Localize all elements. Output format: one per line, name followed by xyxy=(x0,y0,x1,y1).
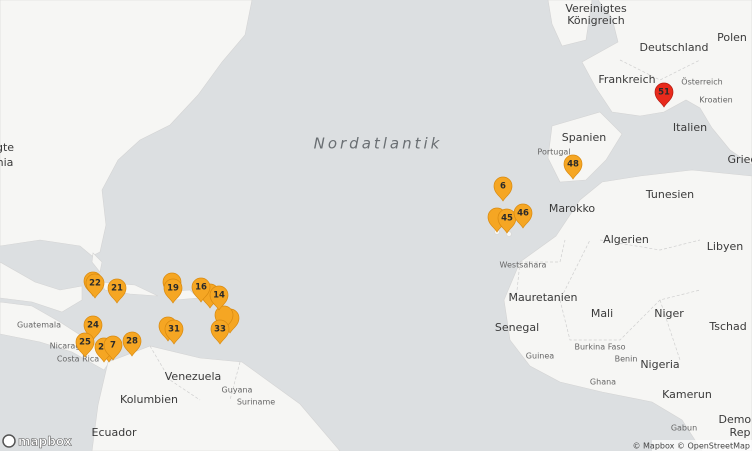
place-label: Ghana xyxy=(590,378,616,387)
place-label: Kamerun xyxy=(662,388,712,401)
attribution-bg xyxy=(652,440,752,451)
attribution: © Mapbox © OpenStreetMap xyxy=(632,442,750,451)
pin-label: 24 xyxy=(87,321,99,331)
pin-marker xyxy=(164,319,184,345)
pin-label: 33 xyxy=(214,325,226,335)
place-label: Frankreich xyxy=(598,73,655,86)
pin-marker xyxy=(191,277,211,303)
pin-marker xyxy=(654,82,674,108)
place-label: Guatemala xyxy=(17,321,61,330)
place-label: Gabun xyxy=(671,424,697,433)
pin-marker xyxy=(103,335,123,361)
place-label: Algerien xyxy=(603,233,649,246)
pin[interactable]: 6 xyxy=(493,176,513,202)
place-label: Mauretanien xyxy=(508,291,577,304)
place-label: Vereinigtes xyxy=(565,2,627,15)
place-label: Griec xyxy=(728,153,752,166)
pin-label: 7 xyxy=(110,341,116,351)
place-label: Rep xyxy=(730,426,751,439)
pin-label: 28 xyxy=(126,337,138,347)
place-label: Königreich xyxy=(567,14,625,27)
place-label: Burkina Faso xyxy=(574,343,625,352)
place-label: Marokko xyxy=(549,202,596,215)
place-label: Polen xyxy=(717,31,747,44)
pin[interactable]: 33 xyxy=(210,319,230,345)
pin-label: 16 xyxy=(195,283,207,293)
place-label: Venezuela xyxy=(165,370,222,383)
place-label: Libyen xyxy=(707,240,743,253)
pin-marker xyxy=(563,154,583,180)
place-label: Nordatlantik xyxy=(314,135,443,153)
pin[interactable]: 46 xyxy=(513,203,533,229)
place-label: Benin xyxy=(615,355,638,364)
place-label: Nigeria xyxy=(640,358,679,371)
pin[interactable]: 7 xyxy=(103,335,123,361)
pins: 22211916142425267283133645464851 xyxy=(75,82,674,363)
pin-marker xyxy=(493,176,513,202)
place-label: Ecuador xyxy=(92,426,137,439)
pin-marker xyxy=(513,203,533,229)
place-label: Costa Rica xyxy=(57,355,99,364)
place-label: Tschad xyxy=(708,320,746,333)
place-label: Suriname xyxy=(237,398,275,407)
pin-label: 19 xyxy=(167,284,179,294)
place-label: Mali xyxy=(591,307,613,320)
pin[interactable]: 45 xyxy=(497,208,517,234)
place-label: Demok xyxy=(718,413,752,426)
pin[interactable]: 28 xyxy=(122,331,142,357)
pin-label: 14 xyxy=(213,291,225,301)
place-label: Niger xyxy=(654,307,684,320)
pin-marker xyxy=(75,332,95,358)
pin-label: 31 xyxy=(168,325,180,335)
place-label: Senegal xyxy=(495,321,539,334)
pin-marker xyxy=(209,285,229,311)
place-label: Nicaragua xyxy=(50,342,91,351)
logo: mapbox xyxy=(18,435,72,449)
pin[interactable]: 14 xyxy=(209,285,229,311)
place-label: nia xyxy=(0,156,13,169)
pin-marker xyxy=(163,278,183,304)
place-label: Guinea xyxy=(526,352,554,361)
pin[interactable]: 19 xyxy=(163,278,183,304)
pin-marker xyxy=(497,208,517,234)
pin-label: 25 xyxy=(79,338,91,348)
place-label: Deutschland xyxy=(639,41,708,54)
pin[interactable]: 51 xyxy=(654,82,674,108)
pin-label: 51 xyxy=(658,88,670,98)
pin-label: 21 xyxy=(111,284,123,294)
pin-label: 6 xyxy=(500,182,506,192)
pin[interactable]: 25 xyxy=(75,332,95,358)
place-label: Österreich xyxy=(681,77,722,87)
pin[interactable]: 22 xyxy=(85,273,105,299)
logo-icon xyxy=(2,434,16,448)
place-label: Italien xyxy=(673,121,707,134)
pin-label: 48 xyxy=(567,160,579,170)
pin-marker xyxy=(107,278,127,304)
place-label: Tunesien xyxy=(645,188,694,201)
pin-marker xyxy=(122,331,142,357)
place-label: Portugal xyxy=(537,148,570,157)
place-label: gte xyxy=(0,141,14,154)
pin-label: 46 xyxy=(517,209,529,219)
pin[interactable]: 16 xyxy=(191,277,211,303)
pin[interactable]: 48 xyxy=(563,154,583,180)
pin-label: 22 xyxy=(89,279,101,289)
pin-marker xyxy=(210,319,230,345)
place-label: Guyana xyxy=(222,386,253,395)
pin-label: 45 xyxy=(501,214,513,224)
place-label: Spanien xyxy=(562,131,607,144)
place-label: Kolumbien xyxy=(120,393,178,406)
pin[interactable]: 21 xyxy=(107,278,127,304)
pin-marker xyxy=(85,273,105,299)
pin[interactable]: 31 xyxy=(164,319,184,345)
place-label: Westsahara xyxy=(500,261,547,270)
place-label: Kroatien xyxy=(699,96,733,105)
